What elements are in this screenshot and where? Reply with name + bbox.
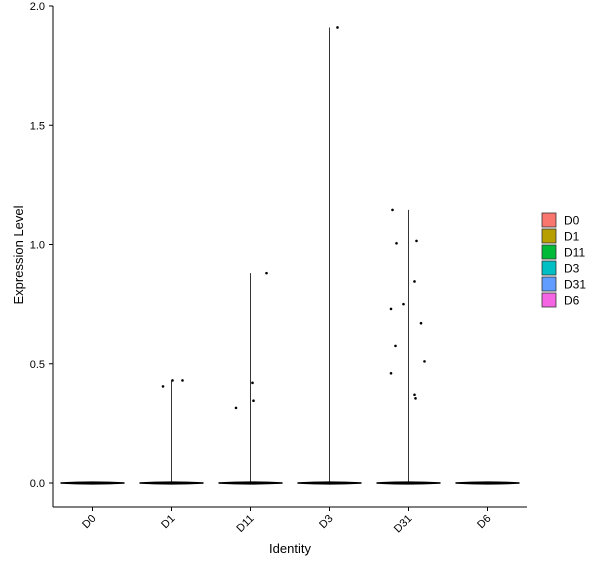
x-axis-label: Identity bbox=[269, 541, 311, 556]
legend-item-d1: D1 bbox=[541, 228, 580, 244]
data-point bbox=[391, 208, 394, 212]
violin-d31 bbox=[376, 208, 441, 485]
y-tick-label: 0.5 bbox=[30, 359, 45, 371]
legend-label: D6 bbox=[564, 294, 580, 308]
x-tick-label: D6 bbox=[475, 513, 493, 531]
y-tick-label: 0.0 bbox=[30, 478, 45, 490]
data-point bbox=[171, 379, 174, 382]
data-point bbox=[251, 381, 254, 385]
data-point bbox=[414, 397, 417, 400]
legend-item-d11: D11 bbox=[541, 244, 585, 260]
legend-swatch bbox=[541, 292, 557, 308]
y-tick-label: 1.0 bbox=[30, 240, 45, 252]
legend-label: D3 bbox=[564, 262, 580, 276]
plot-area bbox=[60, 26, 520, 485]
violin-d0 bbox=[60, 481, 125, 485]
data-point bbox=[181, 379, 184, 382]
y-tick-label: 1.5 bbox=[30, 120, 45, 132]
legend-swatch bbox=[541, 212, 557, 228]
legend-item-d0: D0 bbox=[541, 212, 580, 228]
violin-base bbox=[60, 481, 125, 485]
x-tick-label: D31 bbox=[392, 513, 415, 536]
data-point bbox=[389, 371, 393, 375]
legend-swatch bbox=[541, 276, 557, 292]
data-point bbox=[265, 271, 268, 275]
x-tick-label: D3 bbox=[317, 513, 335, 531]
violin-d3 bbox=[297, 26, 362, 485]
x-tick-label: D11 bbox=[234, 513, 256, 535]
legend-label: D1 bbox=[564, 230, 580, 244]
x-tick-label: D1 bbox=[159, 513, 177, 531]
legend-swatch bbox=[541, 228, 557, 244]
legend-swatch bbox=[541, 244, 557, 260]
violin-d6 bbox=[455, 481, 520, 485]
legend-label: D0 bbox=[564, 214, 580, 228]
legend: D0 D1 D11 D3 D31 D6 bbox=[541, 212, 586, 308]
legend-item-d6: D6 bbox=[541, 292, 580, 308]
data-point bbox=[336, 26, 339, 29]
data-point bbox=[394, 344, 397, 348]
violin-base bbox=[455, 481, 520, 485]
data-point bbox=[395, 242, 398, 245]
y-tick-label: 2.0 bbox=[30, 1, 45, 13]
data-point bbox=[402, 302, 405, 306]
data-point bbox=[234, 406, 238, 410]
data-point bbox=[413, 280, 416, 283]
data-point bbox=[423, 360, 426, 363]
violin-d11 bbox=[218, 271, 283, 485]
data-point bbox=[419, 321, 423, 325]
axes: 0.0 0.5 1.0 1.5 2.0 D0 D1 D11 D3 D31 D6 bbox=[30, 1, 527, 535]
legend-item-d3: D3 bbox=[541, 260, 580, 276]
legend-item-d31: D31 bbox=[541, 276, 586, 292]
data-point bbox=[415, 239, 418, 243]
legend-label: D31 bbox=[564, 278, 586, 292]
data-point bbox=[161, 385, 165, 388]
legend-swatch bbox=[541, 260, 557, 276]
y-axis-label: Expression Level bbox=[11, 205, 26, 304]
x-tick-label: D0 bbox=[80, 513, 98, 531]
legend-label: D11 bbox=[564, 246, 585, 260]
violin-d1 bbox=[139, 379, 204, 485]
data-point bbox=[389, 307, 393, 311]
data-point bbox=[252, 399, 255, 403]
data-point bbox=[413, 393, 416, 397]
